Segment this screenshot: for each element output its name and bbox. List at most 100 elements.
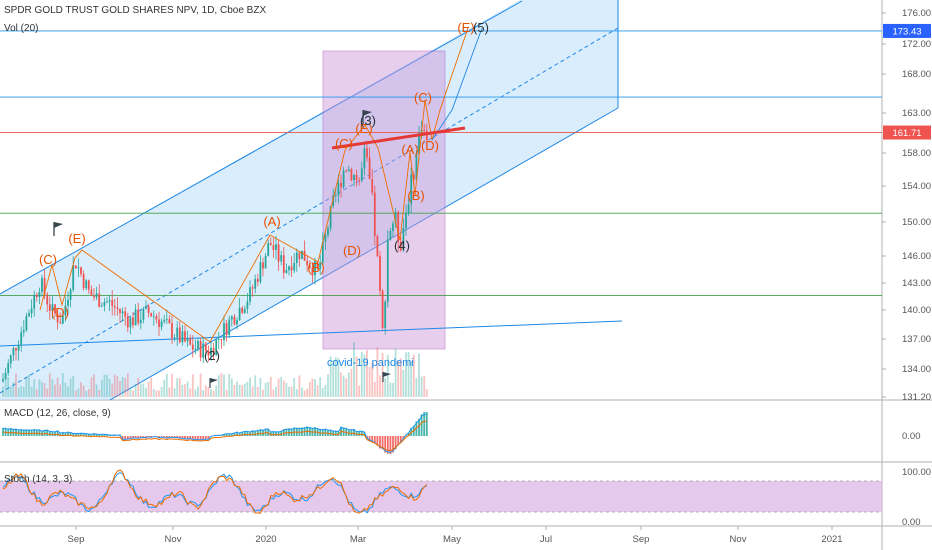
macd-bar <box>199 436 202 441</box>
macd-bar <box>100 434 103 436</box>
candle-body <box>46 294 49 305</box>
volume-bar <box>46 388 49 397</box>
candle-body <box>215 339 218 356</box>
candle-body <box>259 262 262 282</box>
macd-zero-tick: 0.00 <box>902 431 921 442</box>
candle-body <box>228 319 231 336</box>
flag-icon <box>53 222 63 236</box>
volume-bar <box>82 385 85 397</box>
flag-icon <box>382 372 391 382</box>
flag-icon <box>362 110 372 124</box>
volume-bar <box>360 351 363 397</box>
candle-body <box>394 211 397 224</box>
price-tick-label: 158.00 <box>902 148 931 159</box>
candle-body <box>327 228 329 235</box>
macd-bar <box>48 430 51 436</box>
volume-bar <box>64 382 67 397</box>
candle-body <box>407 204 410 213</box>
candle-body <box>43 278 46 295</box>
candle-body <box>282 255 285 273</box>
candle-body <box>405 212 407 229</box>
wave-label: (A) <box>263 214 280 229</box>
volume-bar <box>69 378 72 397</box>
volume-bar <box>418 353 420 397</box>
macd-bar <box>402 436 405 439</box>
candle-body <box>56 313 59 323</box>
candle-body <box>272 245 275 250</box>
macd-bar <box>415 421 418 436</box>
candle-body <box>85 280 88 289</box>
volume-bar <box>85 390 88 397</box>
candle-body <box>295 252 298 264</box>
macd-bar <box>363 431 366 436</box>
candle-body <box>251 287 254 289</box>
macd-bar <box>30 429 33 436</box>
volume-bar <box>150 377 153 397</box>
volume-bar <box>119 381 121 397</box>
time-tick-label: Nov <box>165 534 182 545</box>
candle-body <box>4 372 7 379</box>
volume-bar <box>293 377 296 397</box>
channel-lower-line <box>109 107 619 401</box>
wave-label: (C) <box>414 90 432 105</box>
price-tag-label: 161.71 <box>892 128 921 139</box>
volume-bar <box>340 372 342 397</box>
volume-bar <box>233 385 236 397</box>
wave-path-line <box>39 27 469 343</box>
candle-body <box>121 311 124 314</box>
volume-bar <box>215 385 218 397</box>
macd-bar <box>12 428 15 436</box>
candle-body <box>108 300 111 302</box>
macd-bar <box>95 433 98 436</box>
macd-bar <box>46 429 49 436</box>
volume-bar <box>332 360 335 397</box>
candle-body <box>90 289 93 296</box>
macd-bar <box>259 429 262 436</box>
volume-bar <box>321 387 324 397</box>
stoch-100-tick: 100.00 <box>902 467 931 478</box>
candle-body <box>256 278 259 282</box>
macd-bar <box>379 436 381 449</box>
candle-body <box>165 319 168 321</box>
volume-bar <box>376 347 379 397</box>
macd-bar <box>228 433 231 436</box>
volume-bar <box>48 373 51 397</box>
candle-body <box>129 317 132 328</box>
candle-body <box>319 262 322 269</box>
candle-body <box>353 174 355 181</box>
macd-bar <box>371 436 374 442</box>
wave-label: (C) <box>39 252 57 267</box>
volume-bar <box>298 375 301 397</box>
macd-bar <box>282 429 285 436</box>
volume-bar <box>410 361 413 397</box>
stoch-overbought-oversold-band <box>0 481 882 512</box>
volume-bar <box>22 386 25 397</box>
price-tick-label: 172.00 <box>902 39 931 50</box>
macd-bar <box>376 436 379 446</box>
volume-bar <box>129 387 132 397</box>
time-tick-label: Sep <box>633 534 650 545</box>
macd-bar <box>272 431 275 436</box>
candle-body <box>145 306 147 309</box>
candle-body <box>249 287 251 302</box>
candle-body <box>202 343 205 358</box>
candle-body <box>267 243 270 257</box>
macd-bar <box>420 414 423 436</box>
price-tick-label: 134.00 <box>902 364 931 375</box>
price-candles <box>2 120 428 383</box>
price-tick-label: 140.00 <box>902 305 931 316</box>
volume-bar <box>189 388 192 397</box>
macd-bar <box>186 436 189 440</box>
candle-body <box>106 301 108 303</box>
volume-bar <box>54 384 56 397</box>
macd-bar <box>392 436 394 453</box>
volume-bar <box>371 362 374 397</box>
candle-body <box>155 316 158 320</box>
macd-bar <box>77 433 80 436</box>
volume-bar <box>59 384 62 397</box>
volume-bar <box>301 387 303 397</box>
volume-bar <box>4 375 7 397</box>
macd-line <box>2 413 427 453</box>
candle-body <box>303 250 306 261</box>
